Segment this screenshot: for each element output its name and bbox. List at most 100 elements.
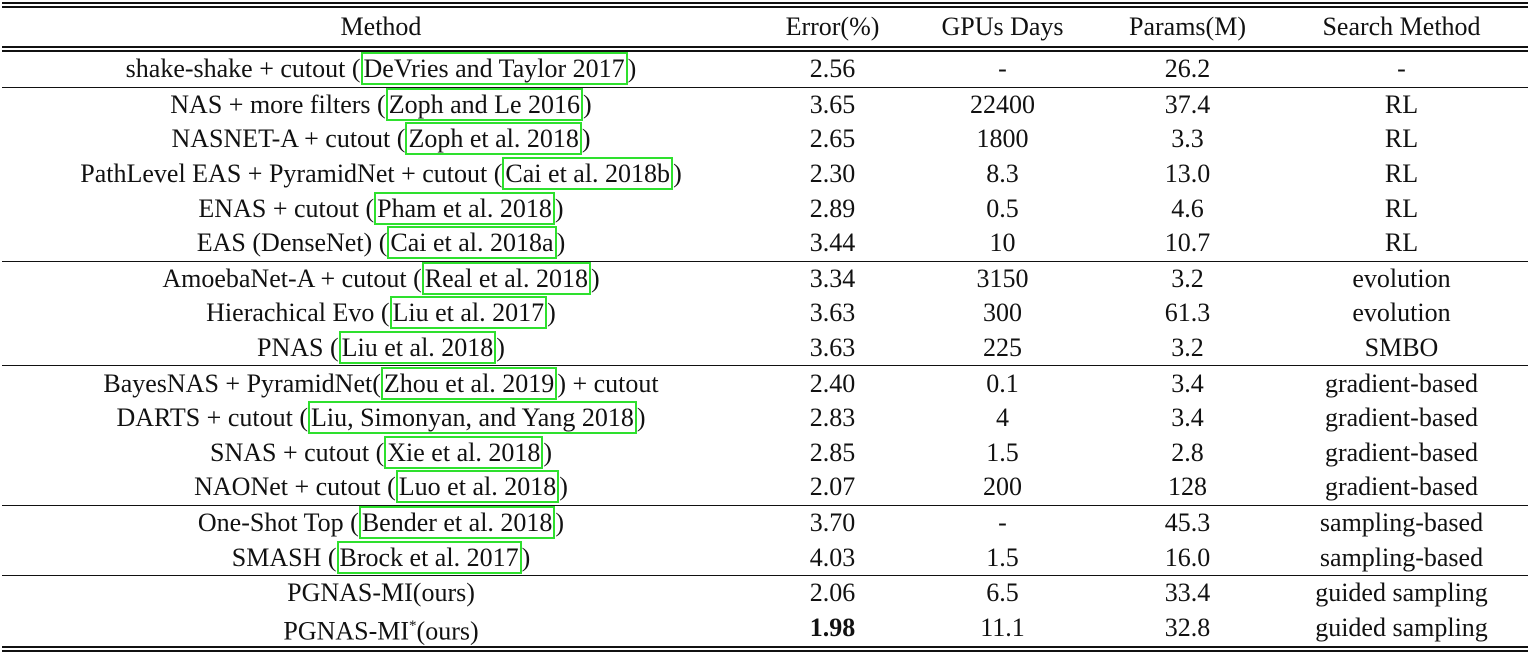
value-cell: 13.0 <box>1164 159 1211 189</box>
method-text: ) <box>581 124 591 154</box>
value-cell: 3.34 <box>809 263 856 293</box>
header-cell: Params(M) <box>1129 12 1246 41</box>
citation-link[interactable]: Real et al. 2018 <box>421 261 591 295</box>
citation-link[interactable]: Zoph et al. 2018 <box>405 122 582 156</box>
table-row: shake-shake + cutout (DeVries and Taylor… <box>2 49 1528 87</box>
method-cell: DARTS + cutout (Liu, Simonyan, and Yang … <box>2 401 760 436</box>
table-row: SMASH (Brock et al. 2017) 4.03 1.5 16.0 samp… <box>2 540 1528 575</box>
value-cell: 3150 <box>976 263 1029 293</box>
method-cell: PGNAS-MI*(ours) <box>2 611 760 650</box>
method-text: ) <box>636 403 646 433</box>
method-text: AmoebaNet-A + cutout ( <box>162 263 422 293</box>
table-header: Method Error(%) GPUs Days Params(M) Search M… <box>2 5 1528 49</box>
table-row: PGNAS-MI(ours) 2.06 6.5 33.4 guided sampling <box>2 575 1528 610</box>
citation-link[interactable]: Liu et al. 2018 <box>338 331 497 365</box>
value-cell: 2.85 <box>809 437 856 467</box>
value-cell: 3.2 <box>1171 263 1204 293</box>
table-row: NAS + more filters (Zoph and Le 2016) 3.6… <box>2 87 1528 122</box>
value-cell: - <box>998 54 1007 84</box>
method-cell: shake-shake + cutout (DeVries and Taylor… <box>2 49 760 87</box>
header-row: Method Error(%) GPUs Days Params(M) Search M… <box>2 5 1528 49</box>
superscript: * <box>409 617 417 634</box>
value-cell: 3.3 <box>1171 124 1204 154</box>
value-cell: 2.8 <box>1171 437 1204 467</box>
value-cell: 2.07 <box>809 472 856 502</box>
method-cell: PGNAS-MI(ours) <box>2 575 760 610</box>
value-cell: gradient-based <box>1324 403 1479 433</box>
method-cell: BayesNAS + PyramidNet(Zhou et al. 2019) … <box>2 366 760 401</box>
value-cell: 1.98 <box>809 613 856 643</box>
row-group: One-Shot Top (Bender et al. 2018) 3.70 - 45… <box>2 505 1528 575</box>
table-row: SNAS + cutout (Xie et al. 2018) 2.85 1.5 2.… <box>2 435 1528 471</box>
value-cell: guided sampling <box>1315 613 1488 643</box>
row-group: NAS + more filters (Zoph and Le 2016) 3.6… <box>2 87 1528 261</box>
value-cell: 61.3 <box>1164 298 1211 328</box>
citation-link[interactable]: Cai et al. 2018b <box>502 157 674 191</box>
value-cell: 2.56 <box>809 54 856 84</box>
table-row: NAONet + cutout (Luo et al. 2018) 2.07 200… <box>2 470 1528 505</box>
value-cell: - <box>998 508 1007 538</box>
method-text: EAS (DenseNet) ( <box>196 228 388 258</box>
value-cell: sampling-based <box>1319 542 1484 572</box>
value-cell: 2.65 <box>809 124 856 154</box>
value-cell: 4 <box>996 403 1009 433</box>
citation-link[interactable]: Bender et al. 2018 <box>358 506 556 540</box>
method-text: NAONet + cutout ( <box>194 472 396 502</box>
method-text: NAS + more filters ( <box>170 89 386 119</box>
citation-link[interactable]: Liu, Simonyan, and Yang 2018 <box>307 401 637 435</box>
method-text: ) <box>554 193 564 223</box>
method-text: NASNET-A + cutout ( <box>171 124 406 154</box>
value-cell: 4.6 <box>1171 193 1204 223</box>
citation-link[interactable]: Xie et al. 2018 <box>384 435 544 469</box>
method-cell: SNAS + cutout (Xie et al. 2018) <box>2 435 760 471</box>
citation-link[interactable]: Brock et al. 2017 <box>336 540 522 574</box>
table-row: PGNAS-MI*(ours) 1.98 11.1 32.8 guided sampli… <box>2 611 1528 650</box>
value-cell: SMBO <box>1364 333 1439 363</box>
method-text: PNAS ( <box>257 333 339 363</box>
value-cell: 0.1 <box>986 368 1019 398</box>
table-row: NASNET-A + cutout (Zoph et al. 2018) 2.65… <box>2 122 1528 157</box>
value-cell: 3.70 <box>809 508 856 538</box>
value-cell: RL <box>1384 89 1419 119</box>
value-cell: 10.7 <box>1164 228 1211 258</box>
value-cell: 22400 <box>970 89 1035 119</box>
method-text: SNAS + cutout ( <box>209 437 385 467</box>
citation-link[interactable]: DeVries and Taylor 2017 <box>360 52 628 86</box>
value-cell: 200 <box>983 472 1022 502</box>
method-text: Hierachical Evo ( <box>206 298 390 328</box>
citation-link[interactable]: Pham et al. 2018 <box>374 191 555 225</box>
citation-link[interactable]: Liu et al. 2017 <box>389 296 548 330</box>
value-cell: 128 <box>1168 472 1207 502</box>
citation-link[interactable]: Zoph and Le 2016 <box>385 87 584 121</box>
results-table: Method Error(%) GPUs Days Params(M) Search M… <box>2 2 1528 652</box>
citation-link[interactable]: Luo et al. 2018 <box>395 470 560 504</box>
value-cell: 33.4 <box>1164 578 1211 608</box>
method-text: ) <box>496 333 505 363</box>
method-cell: ENAS + cutout (Pham et al. 2018) <box>2 191 760 226</box>
table-row: PNAS (Liu et al. 2018) 3.63 225 3.2 SMBO <box>2 331 1528 366</box>
value-cell: 3.4 <box>1171 403 1204 433</box>
method-cell: AmoebaNet-A + cutout (Real et al. 2018) <box>2 261 760 296</box>
method-text: ) <box>627 54 637 84</box>
citation-link[interactable]: Cai et al. 2018a <box>387 226 557 260</box>
value-cell: evolution <box>1352 263 1451 293</box>
method-cell: NASNET-A + cutout (Zoph et al. 2018) <box>2 122 760 157</box>
method-text: ) <box>547 298 556 328</box>
value-cell: 6.5 <box>986 578 1019 608</box>
value-cell: 32.8 <box>1164 613 1211 643</box>
citation-link[interactable]: Zhou et al. 2019 <box>380 366 558 400</box>
value-cell: 2.06 <box>809 578 856 608</box>
header-cell: GPUs Days <box>941 12 1064 41</box>
table-row: BayesNAS + PyramidNet(Zhou et al. 2019) … <box>2 366 1528 401</box>
method-text: ) <box>521 542 531 572</box>
method-cell: NAS + more filters (Zoph and Le 2016) <box>2 87 760 122</box>
value-cell: RL <box>1384 193 1419 223</box>
value-cell: guided sampling <box>1315 578 1488 608</box>
header-cell: Method <box>340 12 422 41</box>
method-text: shake-shake + cutout ( <box>125 54 361 84</box>
value-cell: 37.4 <box>1164 89 1211 119</box>
method-text: DARTS + cutout ( <box>116 403 308 433</box>
value-cell: 300 <box>983 298 1022 328</box>
row-group: AmoebaNet-A + cutout (Real et al. 2018) 3… <box>2 261 1528 366</box>
